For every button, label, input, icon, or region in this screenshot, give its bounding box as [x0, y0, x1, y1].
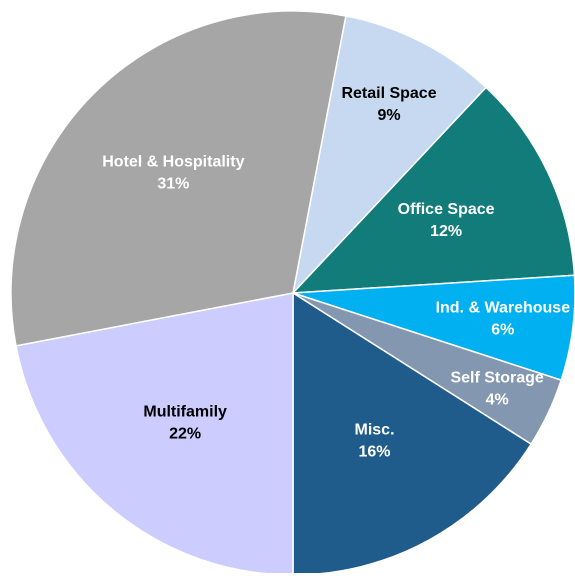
slice-label: Retail Space	[341, 85, 436, 102]
slice-value-label: 22%	[169, 426, 201, 443]
slice-value-label: 31%	[157, 176, 189, 193]
pie-slice	[10, 10, 347, 347]
slice-value-label: 9%	[377, 107, 400, 124]
slice-label: Misc.	[355, 421, 395, 438]
pie-slice	[291, 15, 488, 296]
slice-value-label: 16%	[358, 443, 390, 460]
pie-slice	[15, 292, 294, 576]
slice-value-label: 12%	[430, 223, 462, 240]
slice-label: Self Storage	[450, 369, 543, 386]
pie-slice	[291, 86, 575, 294]
slice-label: Multifamily	[143, 404, 227, 421]
slice-value-label: 4%	[486, 391, 509, 408]
slice-value-label: 6%	[491, 322, 514, 339]
slice-label: Office Space	[398, 201, 495, 218]
slice-label: Ind. & Warehouse	[436, 300, 571, 317]
slice-label: Hotel & Hospitality	[102, 154, 244, 171]
